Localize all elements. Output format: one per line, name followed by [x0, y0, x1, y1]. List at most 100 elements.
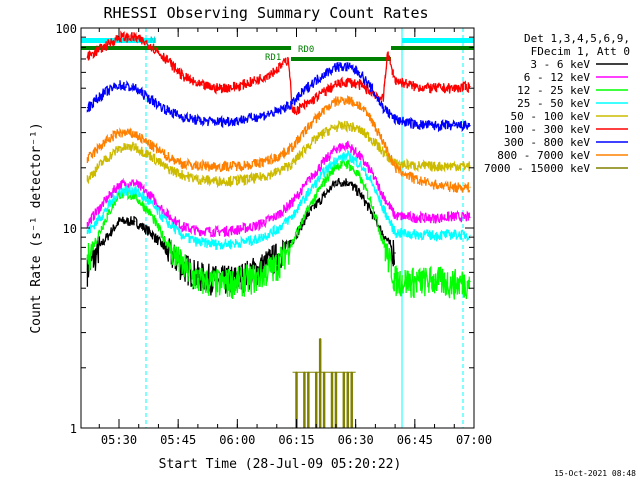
point-6-12-kev-18 [370, 171, 373, 173]
point-3-6-kev-1 [102, 241, 104, 243]
point-12-25-kev-17 [359, 176, 361, 178]
point-25-50-kev-9 [236, 242, 238, 244]
point-25-50-kev-24 [469, 234, 471, 236]
point-300-800-kev-8 [217, 121, 219, 123]
point-100-300-kev-11 [276, 68, 278, 71]
point-7000-15000-kev-6 [315, 371, 317, 373]
point-100-300-kev-22 [394, 79, 396, 81]
point-12-25-kev-3 [134, 195, 136, 197]
point-6-12-kev-21 [414, 216, 416, 218]
point-300-800-kev-14 [323, 73, 325, 75]
line-50-100-kev [86, 120, 470, 189]
point-25-50-kev-20 [394, 231, 396, 234]
point-300-800-kev-15 [335, 66, 337, 68]
point-25-50-kev-12 [291, 215, 294, 217]
point-6-12-kev-2 [118, 183, 120, 186]
point-50-100-kev-8 [217, 180, 219, 182]
point-6-12-kev-19 [382, 195, 384, 197]
point-50-100-kev-11 [276, 171, 278, 173]
point-50-100-kev-3 [134, 146, 136, 148]
point-6-12-kev-9 [236, 229, 238, 231]
point-12-25-kev-20 [394, 279, 396, 281]
point-3-6-kev-19 [382, 233, 384, 235]
point-800-7000-kev-9 [236, 165, 238, 167]
point-100-300-kev-20 [382, 98, 384, 100]
point-800-7000-kev-10 [256, 162, 258, 165]
point-3-6-kev-16 [347, 181, 349, 183]
point-25-50-kev-3 [134, 189, 136, 191]
point-6-12-kev-16 [347, 144, 349, 146]
point-7000-15000-kev-11 [335, 371, 337, 373]
point-25-50-kev-18 [370, 181, 373, 183]
y-axis-label: Count Rate (s⁻¹ detector⁻¹) [29, 122, 44, 333]
legend-header-2: FDecim 1, Att 0 [531, 45, 630, 58]
point-3-6-kev-14 [323, 195, 325, 197]
point-300-800-kev-22 [433, 125, 436, 127]
y-tick-label-1: 1 [70, 422, 77, 436]
point-100-300-kev-8 [217, 87, 219, 89]
point-25-50-kev-6 [181, 234, 183, 236]
point-12-25-kev-22 [433, 279, 436, 281]
point-3-6-kev-10 [256, 268, 258, 271]
annotation-n: N [150, 36, 155, 46]
point-6-12-kev-15 [335, 147, 337, 150]
point-7000-15000-kev-4 [307, 371, 309, 373]
point-800-7000-kev-2 [118, 131, 120, 134]
point-800-7000-kev-20 [394, 167, 396, 169]
point-3-6-kev-0 [86, 268, 89, 271]
point-7000-15000-kev-13 [343, 371, 345, 373]
point-800-7000-kev-21 [414, 178, 416, 180]
point-100-300-kev-24 [433, 87, 436, 89]
point-100-300-kev-17 [347, 80, 349, 83]
point-300-800-kev-16 [347, 66, 349, 68]
legend-label-50-100-kev: 50 - 100 keV [511, 110, 591, 123]
point-25-50-kev-17 [359, 162, 361, 165]
point-25-50-kev-2 [118, 191, 120, 193]
point-7000-15000-kev-15 [351, 371, 353, 373]
point-100-300-kev-14 [307, 102, 309, 104]
point-7000-15000-kev-14 [347, 371, 349, 373]
point-25-50-kev-0 [86, 231, 89, 234]
point-300-800-kev-19 [382, 106, 384, 109]
point-50-100-kev-10 [256, 177, 258, 179]
line-800-7000-kev [86, 95, 470, 194]
point-800-7000-kev-22 [433, 183, 436, 186]
point-25-50-kev-19 [382, 208, 384, 210]
point-25-50-kev-23 [453, 233, 455, 235]
point-50-100-kev-2 [118, 147, 120, 150]
x-tick-label-06-00: 06:00 [219, 433, 255, 447]
legend-label-25-50-kev: 25 - 50 keV [517, 97, 590, 110]
point-12-25-kev-11 [276, 264, 278, 267]
point-3-6-kev-2 [118, 220, 120, 222]
point-300-800-kev-1 [102, 92, 104, 95]
point-50-100-kev-1 [102, 160, 104, 163]
point-3-6-kev-20 [394, 252, 396, 254]
point-50-100-kev-0 [86, 178, 89, 180]
decimation-bar-3 [391, 46, 474, 50]
point-25-50-kev-5 [165, 220, 167, 222]
point-25-50-kev-16 [347, 155, 349, 157]
line-300-800-kev [86, 61, 470, 133]
point-100-300-kev-13 [291, 111, 294, 113]
annotation-rd0: RD0 [298, 45, 314, 55]
point-800-7000-kev-23 [453, 186, 455, 188]
point-100-300-kev-1 [102, 46, 104, 48]
point-25-50-kev-15 [335, 158, 337, 161]
point-50-100-kev-7 [197, 178, 199, 180]
point-12-25-kev-6 [181, 264, 183, 267]
point-50-100-kev-14 [323, 131, 325, 134]
point-25-50-kev-13 [307, 192, 309, 194]
point-6-12-kev-8 [217, 230, 219, 233]
point-300-800-kev-12 [291, 102, 294, 104]
point-6-12-kev-7 [197, 230, 199, 232]
point-800-7000-kev-14 [323, 109, 325, 111]
point-300-800-kev-0 [86, 106, 89, 109]
point-300-800-kev-2 [118, 84, 120, 86]
point-3-6-kev-13 [307, 213, 309, 215]
x-axis-label: Start Time (28-Jul-09 05:20:22) [159, 457, 402, 472]
point-3-6-kev-18 [370, 211, 373, 213]
point-3-6-kev-5 [165, 248, 167, 251]
legend-label-6-12-kev: 6 - 12 keV [524, 71, 591, 84]
point-800-7000-kev-16 [347, 98, 349, 100]
